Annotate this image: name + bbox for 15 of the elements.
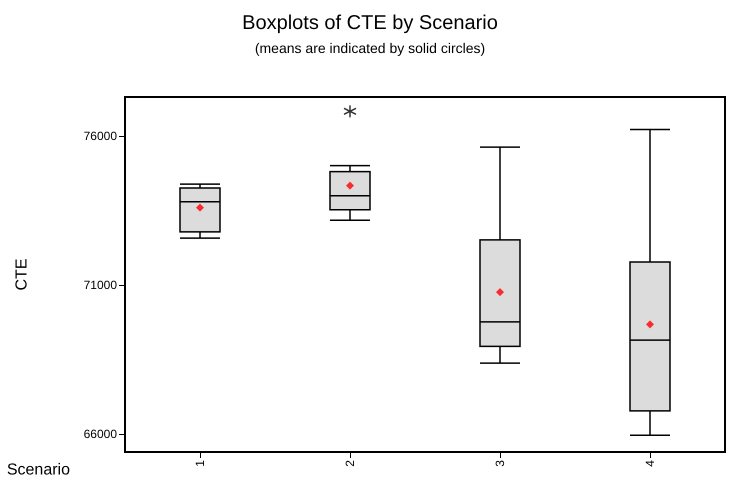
point bbox=[496, 288, 504, 296]
x-axis-title: Scenario bbox=[6, 462, 70, 478]
x-tick-label: 1 bbox=[193, 460, 207, 467]
point bbox=[196, 204, 204, 212]
y-tick-label: 66000 bbox=[84, 427, 118, 442]
y-axis-title: CTE bbox=[14, 258, 30, 290]
y-tick-label: 71000 bbox=[84, 278, 118, 292]
point bbox=[346, 182, 354, 190]
x-tick-label: 4 bbox=[643, 460, 657, 467]
chart-subtitle: (means are indicated by solid circles) bbox=[254, 40, 486, 56]
x-tick-label: 3 bbox=[493, 460, 507, 467]
chart-title: Boxplots of CTE by Scenario bbox=[242, 12, 498, 34]
point bbox=[646, 320, 654, 328]
x-tick-label: 2 bbox=[343, 460, 357, 467]
y-tick-label: 76000 bbox=[84, 128, 118, 143]
